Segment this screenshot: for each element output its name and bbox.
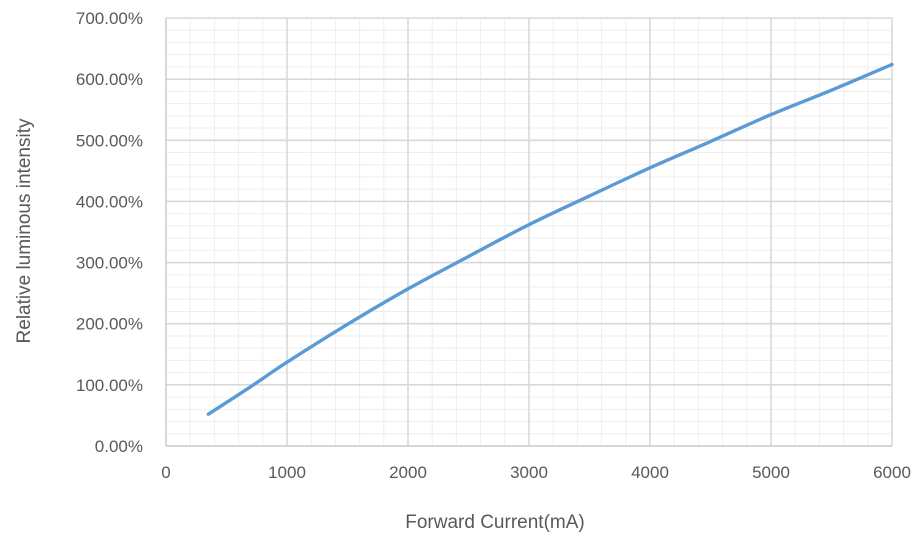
y-tick-label: 200.00% (76, 315, 143, 334)
y-tick-label: 500.00% (76, 131, 143, 150)
x-axis-title: Forward Current(mA) (405, 512, 584, 533)
x-tick-label: 1000 (268, 463, 306, 482)
y-tick-label: 600.00% (76, 70, 143, 89)
x-tick-labels: 0 1000 2000 3000 4000 5000 6000 (161, 463, 911, 482)
y-tick-label: 400.00% (76, 192, 143, 211)
x-tick-label: 3000 (510, 463, 548, 482)
axes (165, 18, 892, 447)
y-tick-label: 100.00% (76, 376, 143, 395)
x-tick-label: 0 (161, 463, 170, 482)
y-axis-title: Relative luminous intensity (14, 118, 35, 343)
y-tick-label: 700.00% (76, 9, 143, 28)
y-tick-label: 0.00% (95, 437, 143, 456)
x-tick-label: 4000 (631, 463, 669, 482)
x-tick-label: 6000 (873, 463, 911, 482)
y-tick-label: 300.00% (76, 254, 143, 273)
y-tick-labels: 0.00% 100.00% 200.00% 300.00% 400.00% 500.00%… (76, 9, 143, 456)
major-gridlines (166, 17, 893, 446)
x-tick-label: 2000 (389, 463, 427, 482)
x-tick-label: 5000 (752, 463, 790, 482)
series-line (206, 62, 894, 416)
series-group (206, 62, 894, 416)
